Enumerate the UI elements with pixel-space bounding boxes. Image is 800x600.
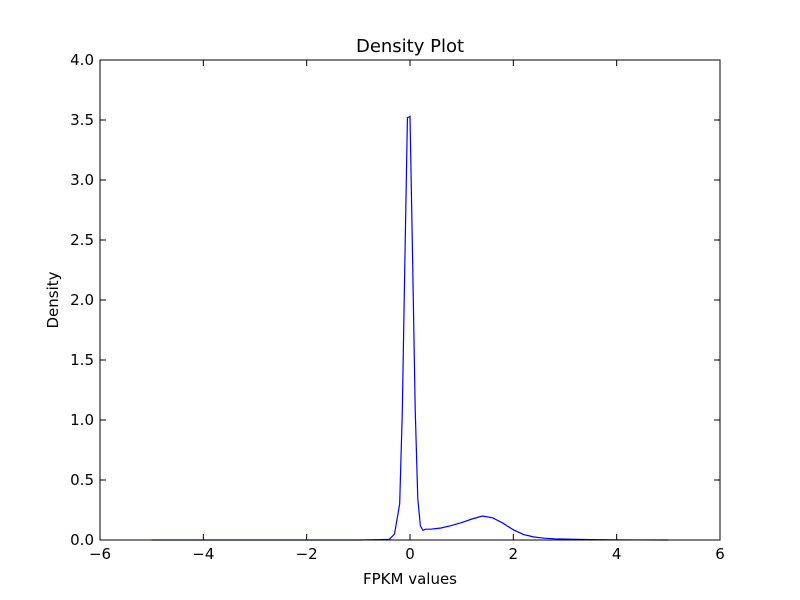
y-tick-label: 2.5	[70, 231, 94, 249]
y-axis-title: Density	[44, 271, 62, 328]
x-tick-label: 4	[612, 545, 622, 563]
y-tick-label: 3.0	[70, 171, 94, 189]
x-tick-label: 0	[405, 545, 415, 563]
x-tick-label: 6	[715, 545, 725, 563]
chart-title: Density Plot	[356, 36, 464, 57]
density-line-0	[151, 115, 669, 541]
y-tick-label: 2.0	[70, 291, 94, 309]
y-tick-label: 0.5	[70, 471, 94, 489]
y-tick-label: 4.0	[70, 51, 94, 69]
x-tick-label: −2	[296, 545, 318, 563]
x-tick-label: −6	[89, 545, 111, 563]
axis-ticks: −6 −4 −2 0 2 4 6 0.0 0.5 1.0 1.5 2.0 2.5 3.0 3.5 4.0	[70, 51, 725, 563]
y-tick-label: 1.0	[70, 411, 94, 429]
y-tick-label: 0.0	[70, 531, 94, 549]
y-tick-label: 3.5	[70, 111, 94, 129]
plot-area	[151, 115, 669, 541]
x-axis-title: FPKM values	[363, 570, 457, 588]
x-tick-label: −4	[192, 545, 214, 563]
y-tick-label: 1.5	[70, 351, 94, 369]
x-tick-label: 2	[509, 545, 519, 563]
